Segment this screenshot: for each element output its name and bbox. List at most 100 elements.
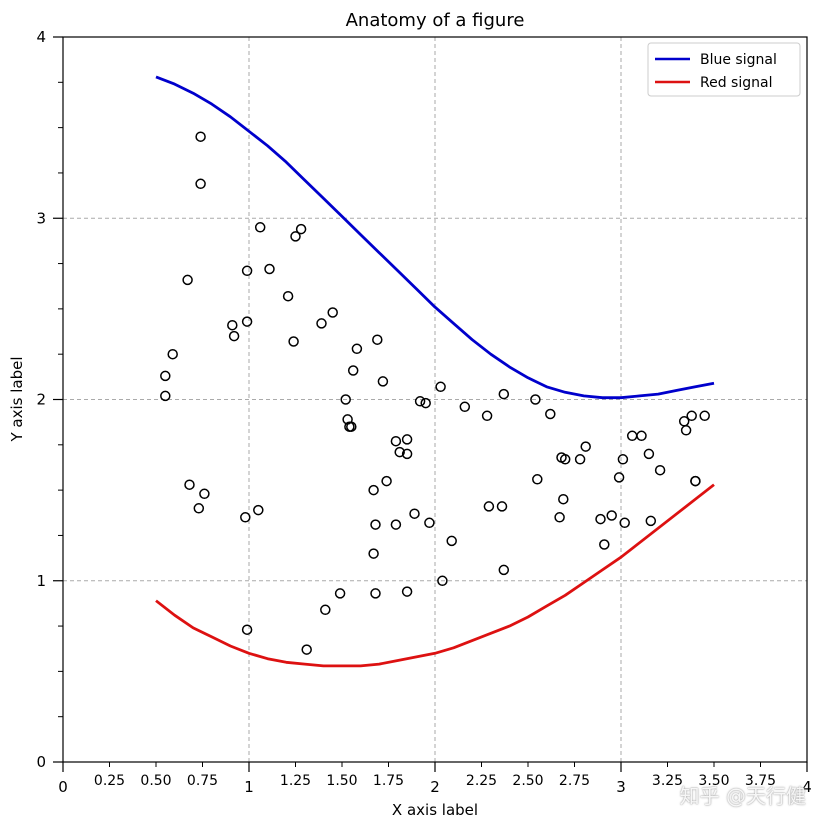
x-minor-tick-label: 1.25 (280, 773, 311, 789)
chart-title: Anatomy of a figure (346, 10, 525, 31)
series-line-0 (155, 75, 715, 400)
scatter-point (370, 519, 381, 530)
scatter-point (643, 448, 655, 460)
scatter-point (228, 330, 240, 342)
scatter-point (193, 503, 205, 514)
scatter-point (409, 508, 420, 519)
scatter-point (368, 484, 379, 496)
y-axis-label: Y axis label (8, 356, 26, 442)
scatter-point (160, 370, 171, 382)
x-minor-tick-label: 2.50 (512, 773, 543, 789)
scatter-point (483, 501, 495, 512)
scatter-point (346, 421, 357, 432)
x-minor-tick-label: 0.50 (140, 773, 171, 789)
scatter-point (316, 318, 327, 329)
scatter-point (320, 604, 331, 616)
scatter-point (241, 265, 253, 277)
scatter-point (347, 365, 359, 376)
scatter-point (554, 512, 565, 523)
scatter-point (372, 334, 383, 345)
x-major-tick-label: 3 (616, 778, 626, 796)
scatter-point (556, 452, 567, 463)
scatter-point (167, 348, 178, 360)
scatter-point (241, 624, 253, 635)
x-major-tick-label: 4 (802, 778, 812, 796)
scatter-point (699, 410, 710, 422)
scatter-point (459, 401, 471, 413)
scatter-point (496, 501, 508, 512)
scatter-point (264, 263, 275, 275)
x-major-tick-label: 0 (58, 778, 68, 796)
scatter-point (253, 504, 264, 516)
scatter-point (182, 274, 193, 286)
scatter-point (617, 454, 629, 465)
scatter-point (599, 539, 610, 550)
scatter-point (558, 493, 569, 505)
x-minor-tick-label: 3.50 (698, 773, 729, 789)
scatter-point (195, 131, 206, 142)
y-major-tick-label: 0 (36, 753, 46, 771)
scatter-point (288, 336, 299, 347)
scatter-point (340, 394, 351, 405)
scatter-point (282, 290, 294, 302)
scatter-point (545, 408, 556, 420)
scatter-point (401, 448, 413, 460)
scatter-point (351, 343, 363, 355)
legend-label-blue: Blue signal (700, 52, 777, 68)
scatter-point (381, 475, 392, 487)
scatter-point (686, 410, 697, 422)
y-major-tick-label: 4 (36, 28, 46, 46)
scatter-point (394, 446, 405, 458)
scatter-point (446, 535, 457, 547)
y-major-tick-label: 3 (36, 209, 46, 227)
scatter-point (530, 394, 541, 405)
scatter-point (595, 513, 606, 525)
scatter-point (401, 586, 413, 597)
scatter-point (435, 381, 446, 393)
watermark-text: 知乎 @天行健 (679, 784, 806, 808)
scatter-point (498, 388, 510, 400)
scatter-point (240, 512, 251, 523)
x-minor-tick-label: 1.75 (373, 773, 404, 789)
x-major-tick-label: 2 (430, 778, 440, 796)
scatter-point (401, 434, 413, 445)
x-minor-tick-label: 2.75 (559, 773, 590, 789)
scatter-point (606, 510, 617, 521)
scatter-point (424, 517, 435, 529)
scatter-point (184, 479, 195, 490)
y-major-tick-label: 2 (36, 391, 46, 409)
scatter-point (295, 223, 307, 235)
x-major-tick-label: 1 (244, 778, 254, 796)
scatter-point (368, 548, 379, 559)
scatter-point (437, 575, 448, 587)
scatter-point (390, 519, 402, 530)
x-minor-tick-label: 3.75 (745, 773, 776, 789)
x-minor-tick-label: 3.25 (652, 773, 683, 789)
scatter-point (690, 475, 701, 487)
x-minor-tick-label: 0.75 (187, 773, 218, 789)
y-major-tick-label: 1 (36, 572, 46, 590)
scatter-point (532, 474, 543, 485)
scatter-point (254, 222, 266, 233)
scatter-point (498, 564, 510, 576)
x-axis-label: X axis label (392, 801, 478, 819)
scatter-point (613, 472, 625, 483)
series-line-1 (155, 483, 715, 668)
scatter-point (199, 488, 210, 500)
x-minor-tick-label: 0.25 (94, 773, 125, 789)
scatter-point (619, 517, 630, 529)
scatter-point (636, 430, 647, 442)
scatter-point (334, 588, 346, 599)
scatter-point (645, 515, 657, 527)
legend-label-red: Red signal (700, 75, 772, 91)
scatter-point (227, 319, 238, 331)
scatter-point (301, 644, 312, 655)
scatter-point (390, 435, 402, 447)
scatter-point (580, 441, 591, 452)
scatter-point (481, 410, 493, 422)
scatter-point (195, 178, 206, 190)
scatter-point (420, 397, 431, 409)
scatter-point (574, 454, 586, 465)
scatter-point (680, 425, 692, 436)
